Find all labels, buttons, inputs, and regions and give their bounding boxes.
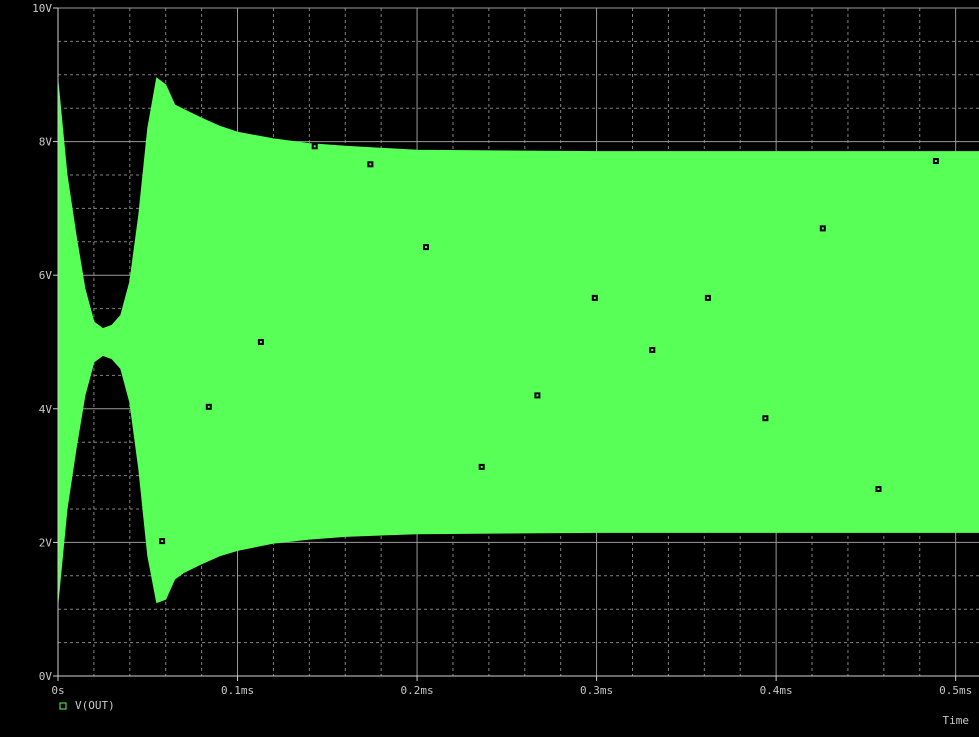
y-tick-label: 4V (39, 403, 53, 416)
x-tick-label: 0.1ms (221, 684, 254, 697)
trace-marker-center (161, 540, 164, 543)
x-tick-label: 0.4ms (760, 684, 793, 697)
trace-marker-center (425, 246, 427, 249)
trace-marker-center (706, 296, 709, 299)
x-tick-label: 0.2ms (401, 684, 434, 697)
y-tick-label: 6V (39, 269, 53, 282)
trace-marker-center (651, 349, 654, 351)
trace-marker-center (934, 160, 937, 162)
x-tick-label: 0.3ms (580, 684, 613, 697)
tick-labels: 0s 0.1ms 0.2ms 0.3ms 0.4ms 0.5ms 0V 2V 4V 6V 8V 10V (32, 2, 972, 697)
y-tick-label: 2V (39, 536, 53, 549)
trace-markers (159, 143, 939, 545)
trace-marker-center (877, 488, 880, 490)
trace-marker-center (259, 341, 262, 343)
trace-marker-center (480, 465, 483, 468)
y-tick-label: 0V (39, 670, 53, 683)
trace-marker-center (207, 405, 210, 408)
trace-marker-center (821, 227, 824, 230)
trace-marker-center (536, 394, 539, 397)
legend[interactable]: V(OUT) (59, 699, 115, 712)
x-tick-label: 0s (51, 684, 64, 697)
y-tick-label: 10V (32, 2, 52, 15)
x-tick-label: 0.5ms (939, 684, 972, 697)
trace-marker-center (764, 417, 767, 420)
x-axis-label: Time (943, 714, 970, 727)
trace-marker-center (369, 163, 372, 166)
legend-label: V(OUT) (75, 699, 115, 712)
legend-marker-square-icon (59, 702, 67, 710)
trace-layer (57, 77, 979, 604)
trace-marker-center (593, 296, 596, 299)
v-out-trace (57, 77, 979, 604)
axes-frame (53, 7, 979, 681)
trace-marker-center (313, 145, 316, 148)
y-tick-label: 8V (39, 136, 53, 149)
